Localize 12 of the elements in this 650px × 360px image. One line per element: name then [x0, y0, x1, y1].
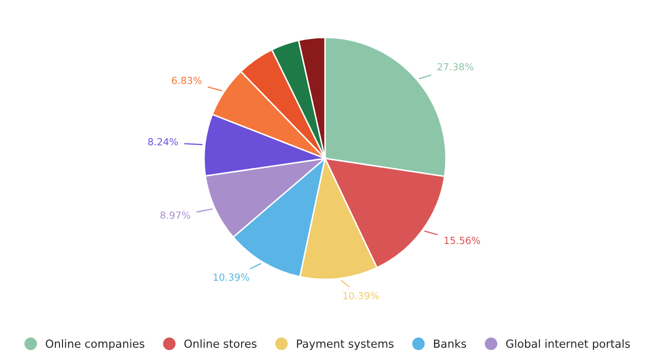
- legend-label: Online companies: [46, 339, 144, 350]
- data-label: 8.24%: [148, 138, 178, 146]
- data-label: 27.38%: [438, 63, 474, 70]
- legend-label: Payment systems: [296, 340, 394, 350]
- data-label: 15.56%: [444, 236, 480, 244]
- legend-label: Banks: [434, 339, 466, 348]
- legend-label: Online stores: [184, 339, 256, 348]
- legend-label: Global internet portals: [506, 339, 630, 350]
- data-label: 10.39%: [343, 292, 379, 300]
- data-label: 8.97%: [160, 211, 190, 219]
- data-label: 10.39%: [214, 273, 250, 281]
- data-label: 6.83%: [172, 76, 202, 84]
